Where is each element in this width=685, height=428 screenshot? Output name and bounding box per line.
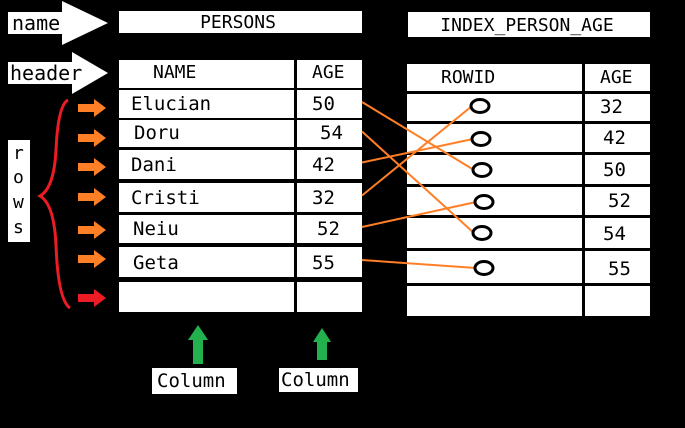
rowid-pointer-circle — [470, 131, 492, 147]
persons-name-cell — [119, 150, 294, 179]
column-label-right: Column — [281, 369, 350, 391]
persons-age-cell — [297, 215, 362, 243]
persons-age-cell — [297, 282, 362, 312]
rows-letter: r — [13, 143, 24, 164]
persons-name-cell — [119, 183, 294, 212]
index-header-age-cell — [585, 64, 650, 91]
rows-label: r o w s — [8, 140, 30, 242]
persons-age-cell — [297, 183, 362, 212]
persons-title: PERSONS — [200, 12, 276, 33]
rows-brace — [36, 98, 71, 310]
index-link-line — [361, 105, 473, 197]
index-links — [361, 98, 495, 276]
persons-name: Geta — [133, 252, 179, 274]
index-header-rowid-cell — [407, 64, 582, 91]
persons-name: Elucian — [131, 93, 211, 115]
persons-age-cell — [297, 247, 362, 277]
index-age-cell — [585, 187, 650, 215]
index-rowid-cell — [407, 286, 582, 316]
persons-name-cell — [119, 282, 294, 312]
row-arrow — [78, 221, 106, 239]
persons-name-cell — [119, 90, 294, 118]
index-rowid-cell — [407, 155, 582, 184]
column-arrow-left — [188, 325, 208, 364]
index-age-cell — [585, 124, 650, 152]
persons-name-cell — [119, 247, 294, 277]
persons-header-name-cell — [119, 60, 294, 88]
persons-age-cell — [297, 150, 362, 179]
index-age: 42 — [603, 127, 626, 149]
name-pointer: name — [8, 1, 108, 45]
rows-letter: o — [13, 167, 24, 188]
index-age: 32 — [600, 96, 623, 118]
row-arrow — [78, 158, 106, 176]
persons-name-cell — [119, 215, 294, 243]
index-rowid-cell — [407, 218, 582, 248]
persons-age: 50 — [312, 93, 335, 115]
persons-age: 32 — [312, 187, 335, 209]
index-title-cell — [408, 12, 650, 37]
index-age: 54 — [603, 223, 626, 245]
index-link-line — [361, 201, 477, 228]
index-rowid-cell — [407, 251, 582, 283]
index-age-cell — [585, 286, 650, 316]
index-rows: 32 42 50 52 54 55 — [407, 94, 650, 316]
index-age: 52 — [608, 190, 631, 212]
index-link-line — [361, 130, 475, 234]
persons-age: 55 — [312, 252, 335, 274]
index-link-line — [361, 101, 475, 171]
index-age: 50 — [603, 159, 626, 181]
persons-name: Neiu — [133, 218, 179, 240]
row-arrow — [78, 99, 106, 117]
persons-header-age: AGE — [312, 62, 345, 83]
persons-age: 52 — [317, 218, 340, 240]
persons-age: 42 — [312, 154, 335, 176]
persons-name: Dani — [131, 154, 177, 176]
header-pointer: header — [8, 52, 108, 94]
index-table: INDEX_PERSON_AGE ROWID AGE 32 42 50 52 54 55 — [407, 12, 650, 316]
persons-rows: Elucian 50 Doru 54 Dani 42 Cristi 32 Neiu 52 Geta 5… — [119, 90, 362, 312]
index-title: INDEX_PERSON_AGE — [440, 15, 613, 36]
index-age-cell — [585, 218, 650, 248]
persons-name-cell — [119, 120, 294, 147]
rows-letter: w — [13, 192, 24, 213]
row-arrow — [78, 188, 106, 206]
persons-table: PERSONS NAME AGE Elucian 50 Doru 54 Dani 42 Cr… — [119, 11, 362, 312]
index-age: 55 — [608, 258, 631, 280]
row-arrow — [78, 250, 106, 268]
index-age-cell — [585, 155, 650, 184]
row-arrow — [78, 129, 106, 147]
persons-title-cell — [119, 11, 362, 33]
rowid-pointer-circle — [473, 194, 495, 210]
column-arrow-right — [313, 328, 331, 360]
row-arrow — [78, 289, 106, 307]
rowid-pointer-circle — [469, 98, 491, 114]
column-pointer-right: Column — [279, 328, 358, 392]
column-label-left: Column — [157, 370, 226, 392]
persons-name: Doru — [134, 122, 180, 144]
name-label: name — [12, 11, 60, 35]
index-header-rowid: ROWID — [441, 67, 495, 88]
rowid-pointer-circle — [471, 162, 493, 178]
rowid-pointer-circle — [473, 260, 495, 276]
index-header-age: AGE — [600, 67, 633, 88]
index-age-cell — [585, 94, 650, 121]
persons-name: Cristi — [131, 187, 200, 209]
rows-letter: s — [13, 217, 24, 238]
rowid-pointer-circle — [471, 225, 493, 241]
index-age-cell — [585, 251, 650, 283]
persons-header-age-cell — [297, 60, 362, 88]
header-label: header — [10, 61, 82, 85]
index-link-line — [361, 259, 477, 269]
index-rowid-cell — [407, 94, 582, 121]
persons-header-name: NAME — [153, 62, 196, 83]
persons-age: 54 — [320, 122, 343, 144]
column-pointer-left: Column — [152, 325, 237, 394]
persons-age-cell — [297, 90, 362, 118]
persons-age-cell — [297, 120, 362, 147]
row-arrows — [78, 99, 106, 307]
